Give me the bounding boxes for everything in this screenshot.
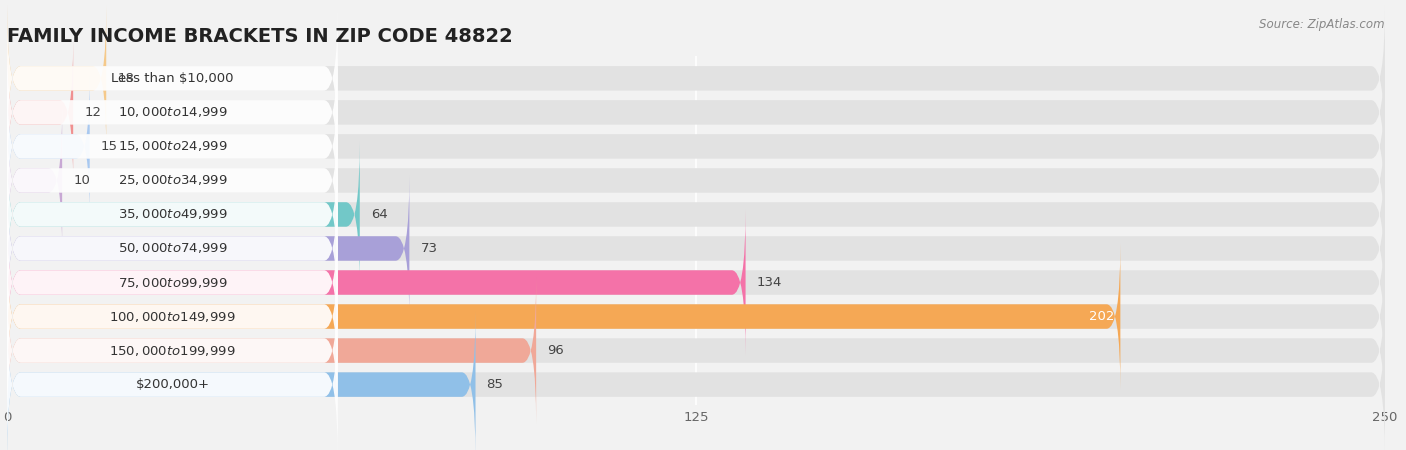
FancyBboxPatch shape (7, 142, 360, 287)
FancyBboxPatch shape (7, 5, 1385, 151)
Text: 64: 64 (371, 208, 388, 221)
Text: 134: 134 (756, 276, 782, 289)
FancyBboxPatch shape (7, 210, 337, 356)
FancyBboxPatch shape (7, 176, 337, 321)
FancyBboxPatch shape (7, 74, 90, 219)
FancyBboxPatch shape (7, 312, 475, 450)
Text: 202: 202 (1090, 310, 1115, 323)
Text: 85: 85 (486, 378, 503, 391)
FancyBboxPatch shape (7, 210, 745, 356)
FancyBboxPatch shape (7, 312, 337, 450)
Text: 18: 18 (117, 72, 134, 85)
Text: 96: 96 (547, 344, 564, 357)
FancyBboxPatch shape (7, 108, 1385, 253)
Text: $100,000 to $149,999: $100,000 to $149,999 (110, 310, 236, 324)
FancyBboxPatch shape (7, 142, 337, 287)
Text: 12: 12 (84, 106, 101, 119)
Text: FAMILY INCOME BRACKETS IN ZIP CODE 48822: FAMILY INCOME BRACKETS IN ZIP CODE 48822 (7, 27, 513, 46)
Text: Less than $10,000: Less than $10,000 (111, 72, 233, 85)
FancyBboxPatch shape (7, 74, 337, 219)
Text: $150,000 to $199,999: $150,000 to $199,999 (110, 343, 236, 358)
FancyBboxPatch shape (7, 176, 409, 321)
Text: $200,000+: $200,000+ (135, 378, 209, 391)
Text: $25,000 to $34,999: $25,000 to $34,999 (118, 173, 228, 188)
FancyBboxPatch shape (7, 5, 107, 151)
FancyBboxPatch shape (7, 278, 337, 423)
FancyBboxPatch shape (7, 210, 1385, 356)
Text: 15: 15 (101, 140, 118, 153)
FancyBboxPatch shape (7, 244, 337, 389)
FancyBboxPatch shape (7, 108, 337, 253)
FancyBboxPatch shape (7, 74, 1385, 219)
FancyBboxPatch shape (7, 108, 62, 253)
FancyBboxPatch shape (7, 176, 1385, 321)
Text: $35,000 to $49,999: $35,000 to $49,999 (118, 207, 228, 221)
Text: 73: 73 (420, 242, 437, 255)
FancyBboxPatch shape (7, 40, 1385, 185)
FancyBboxPatch shape (7, 278, 1385, 423)
FancyBboxPatch shape (7, 278, 536, 423)
Text: Source: ZipAtlas.com: Source: ZipAtlas.com (1260, 18, 1385, 31)
FancyBboxPatch shape (7, 40, 337, 185)
Text: $15,000 to $24,999: $15,000 to $24,999 (118, 140, 228, 153)
FancyBboxPatch shape (7, 5, 337, 151)
FancyBboxPatch shape (7, 244, 1385, 389)
Text: $50,000 to $74,999: $50,000 to $74,999 (118, 242, 228, 256)
FancyBboxPatch shape (7, 142, 1385, 287)
Text: $75,000 to $99,999: $75,000 to $99,999 (118, 275, 228, 289)
Text: 10: 10 (73, 174, 90, 187)
FancyBboxPatch shape (7, 244, 1121, 389)
FancyBboxPatch shape (7, 40, 73, 185)
Text: $10,000 to $14,999: $10,000 to $14,999 (118, 105, 228, 119)
FancyBboxPatch shape (7, 312, 1385, 450)
